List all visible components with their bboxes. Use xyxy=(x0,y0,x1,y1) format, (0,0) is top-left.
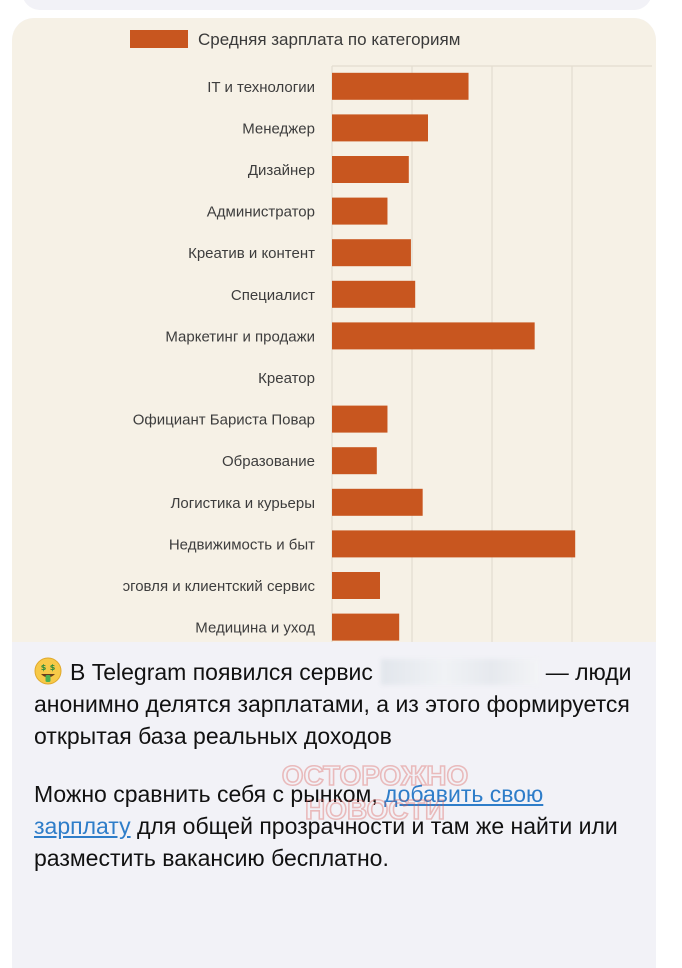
chart-image[interactable]: Средняя зарплата по категориям IT и техно… xyxy=(12,18,656,642)
category-label: Креатив и контент xyxy=(188,245,315,262)
message-text-before-link: Можно сравнить себя с рынком, xyxy=(34,781,385,807)
message-bubble[interactable]: Средняя зарплата по категориям IT и техно… xyxy=(12,18,656,968)
category-label: Менеджер xyxy=(242,120,315,137)
add-salary-link[interactable]: добавить свою зарплату xyxy=(34,781,544,839)
category-label: IT и технологии xyxy=(207,79,315,96)
category-label: Недвижимость и быт xyxy=(169,536,315,553)
svg-text:$: $ xyxy=(50,663,56,672)
money-mouth-face-emoji: $ $ xyxy=(34,657,62,685)
category-label: Дизайнер xyxy=(248,162,315,179)
bar xyxy=(332,72,469,100)
category-label: Администратор xyxy=(207,204,315,221)
bar xyxy=(332,405,388,433)
bar xyxy=(332,447,377,475)
redacted-service-name xyxy=(381,659,540,685)
message-text: $ $ В Telegram появился сервис — люди ан… xyxy=(34,656,634,874)
legend-label: Средняя зарплата по категориям xyxy=(198,30,460,49)
legend-swatch xyxy=(130,30,188,48)
category-label: Специалист xyxy=(231,287,315,304)
bar xyxy=(332,114,428,142)
salary-bar-chart: Средняя зарплата по категориям IT и техно… xyxy=(123,30,652,642)
category-label: ɔговля и клиентский сервис xyxy=(123,578,316,595)
bar xyxy=(332,197,388,225)
bar xyxy=(332,280,416,308)
message-paragraph-1: $ $ В Telegram появился сервис — люди ан… xyxy=(34,656,634,752)
category-label: Официант Бариста Повар xyxy=(133,412,315,429)
bar xyxy=(332,613,400,641)
message-paragraph-2: Можно сравнить себя с рынком, добавить с… xyxy=(34,778,634,874)
message-text-rest: — люди анонимно делятся зарплатами, а из… xyxy=(34,659,632,749)
bar xyxy=(332,322,535,350)
category-label: Медицина и уход xyxy=(195,620,315,637)
category-label: Маркетинг и продажи xyxy=(165,328,315,345)
bar xyxy=(332,488,423,516)
bar xyxy=(332,239,411,267)
category-label: Креатор xyxy=(258,370,315,387)
bar xyxy=(332,156,409,183)
svg-text:$: $ xyxy=(41,663,47,672)
category-label: Образование xyxy=(222,453,315,470)
previous-message-bubble xyxy=(22,0,652,10)
bar xyxy=(332,572,380,599)
category-label: Логистика и курьеры xyxy=(171,495,315,512)
message-text-after-link: для общей прозрачности и там же найти ил… xyxy=(34,813,618,871)
message-text-start: В Telegram появился сервис xyxy=(70,659,373,685)
bar xyxy=(332,530,576,558)
